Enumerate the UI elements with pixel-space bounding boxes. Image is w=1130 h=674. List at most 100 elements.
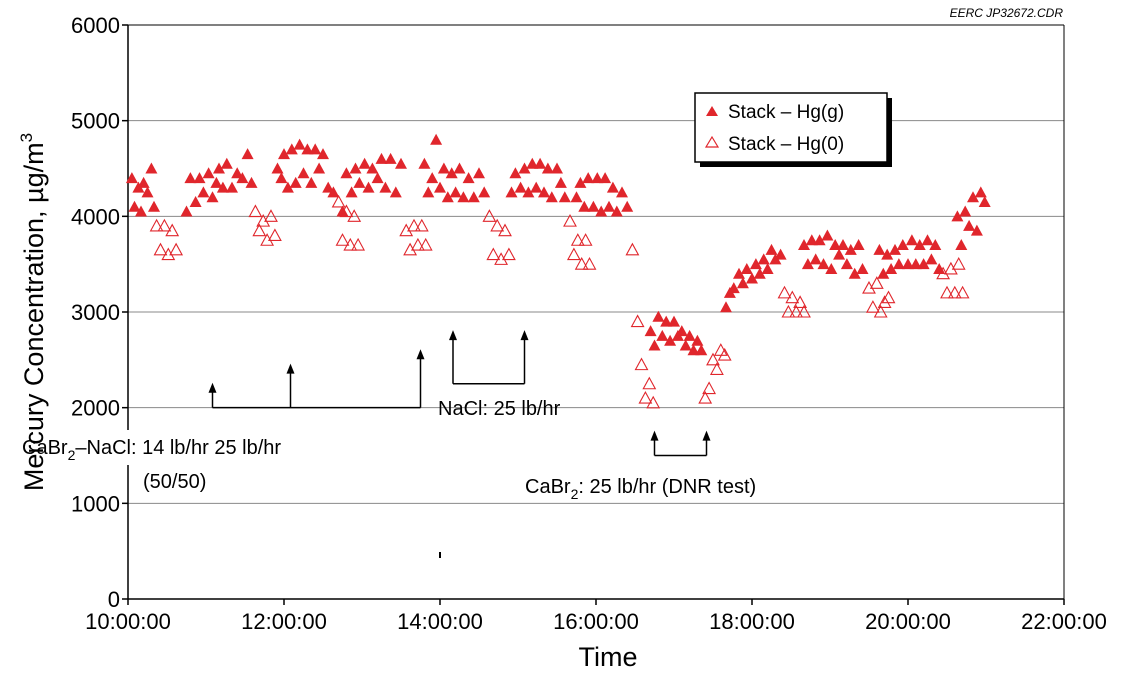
point-hg-g [418,157,431,169]
point-hg-g [125,172,138,184]
y-tick-label: 0 [108,587,120,612]
point-hg-g [445,167,458,179]
point-hg-g [541,162,554,174]
point-hg-0 [490,218,505,232]
point-hg-g [668,315,680,327]
x-tick-label: 22:00:00 [1021,609,1107,634]
point-hg-0 [343,237,358,251]
point-hg-0 [494,252,509,265]
point-hg-g [426,172,439,184]
point-hg-g [761,262,774,274]
point-hg-0 [706,352,720,366]
point-hg-0 [630,314,645,328]
point-hg-g [293,138,306,150]
point-hg-g [959,205,972,217]
y-axis-ticks: 0 1000 2000 3000 4000 5000 6000 [71,13,128,612]
point-hg-g [644,325,657,337]
point-hg-0 [570,233,585,246]
point-hg-0 [566,247,581,261]
annotation-cabr2-nacl-subscript: 2 [68,447,76,463]
point-hg-g [327,186,340,198]
point-hg-g [213,162,225,174]
point-hg-g [371,172,384,184]
point-hg-0 [407,218,421,232]
point-hg-g [621,200,634,212]
point-hg-g [462,172,475,184]
point-hg-g [534,157,547,169]
cabr2-nacl-arrow-head [286,363,295,374]
point-hg-0 [486,247,501,261]
y-tick-label: 6000 [71,13,120,38]
point-hg-g [757,253,770,265]
point-hg-g [798,239,810,251]
point-hg-0 [347,209,362,222]
point-hg-g [305,176,318,188]
y-tick-label: 4000 [71,204,120,229]
point-hg-g [970,224,983,236]
point-hg-g [137,176,150,188]
legend-label-hg-0: Stack – Hg(0) [728,134,844,155]
point-hg-g [206,191,219,203]
point-hg-0 [936,266,951,280]
point-hg-0 [563,213,577,227]
legend-label-hg-g: Stack – Hg(g) [728,102,844,123]
point-hg-0 [149,218,164,232]
point-hg-g [951,210,964,222]
point-hg-g [616,186,628,198]
x-tick-label: 14:00:00 [397,609,483,634]
point-hg-g [929,239,942,251]
annotation-arrows [208,330,711,457]
point-hg-g [570,191,583,203]
point-hg-g [660,315,673,327]
y-tick-label: 3000 [71,300,120,325]
point-hg-g [656,329,669,341]
point-hg-g [687,344,700,356]
point-hg-0 [267,228,282,242]
point-hg-0 [414,218,429,232]
point-hg-0 [781,304,796,318]
point-hg-0 [574,257,589,270]
point-hg-0 [789,304,804,318]
point-hg-0 [869,276,884,289]
point-hg-g [226,181,238,193]
x-tick-label: 12:00:00 [241,609,327,634]
point-hg-0 [264,209,278,222]
point-hg-g [736,277,749,289]
x-tick-label: 20:00:00 [865,609,951,634]
point-hg-g [852,239,865,251]
point-hg-g [220,157,233,169]
x-axis-ticks: 10:00:00 12:00:00 14:00:00 16:00:00 18:00:00… [85,599,1107,634]
point-hg-0 [642,376,657,390]
point-hg-0 [410,237,425,251]
point-hg-g [675,325,688,337]
point-hg-g [603,200,615,212]
point-hg-0 [582,257,597,270]
point-hg-g [148,200,160,212]
point-hg-g [817,258,830,270]
point-hg-0 [881,290,896,304]
point-hg-0 [248,204,263,218]
legend-marker-open-triangle-icon [704,135,720,148]
point-hg-g [189,195,202,207]
annotation-cabr2-part1: CaBr [525,476,571,498]
point-hg-g [885,262,898,274]
point-hg-g [389,186,402,198]
point-hg-g [813,234,826,246]
point-hg-g [740,262,753,274]
point-hg-g [974,186,987,198]
point-hg-g [275,172,288,184]
point-hg-g [375,152,388,164]
point-hg-g [395,157,407,169]
point-hg-0 [625,242,640,256]
cabr2-nacl-arrow-head [208,382,217,393]
point-hg-0 [351,237,366,251]
point-hg-g [281,181,294,193]
point-hg-g [289,176,302,188]
point-hg-g [921,234,934,246]
point-hg-g [197,186,210,198]
point-hg-0 [797,304,811,318]
point-hg-g [180,205,193,217]
point-hg-g [184,172,197,184]
point-hg-0 [339,204,354,218]
point-hg-g [245,176,258,188]
